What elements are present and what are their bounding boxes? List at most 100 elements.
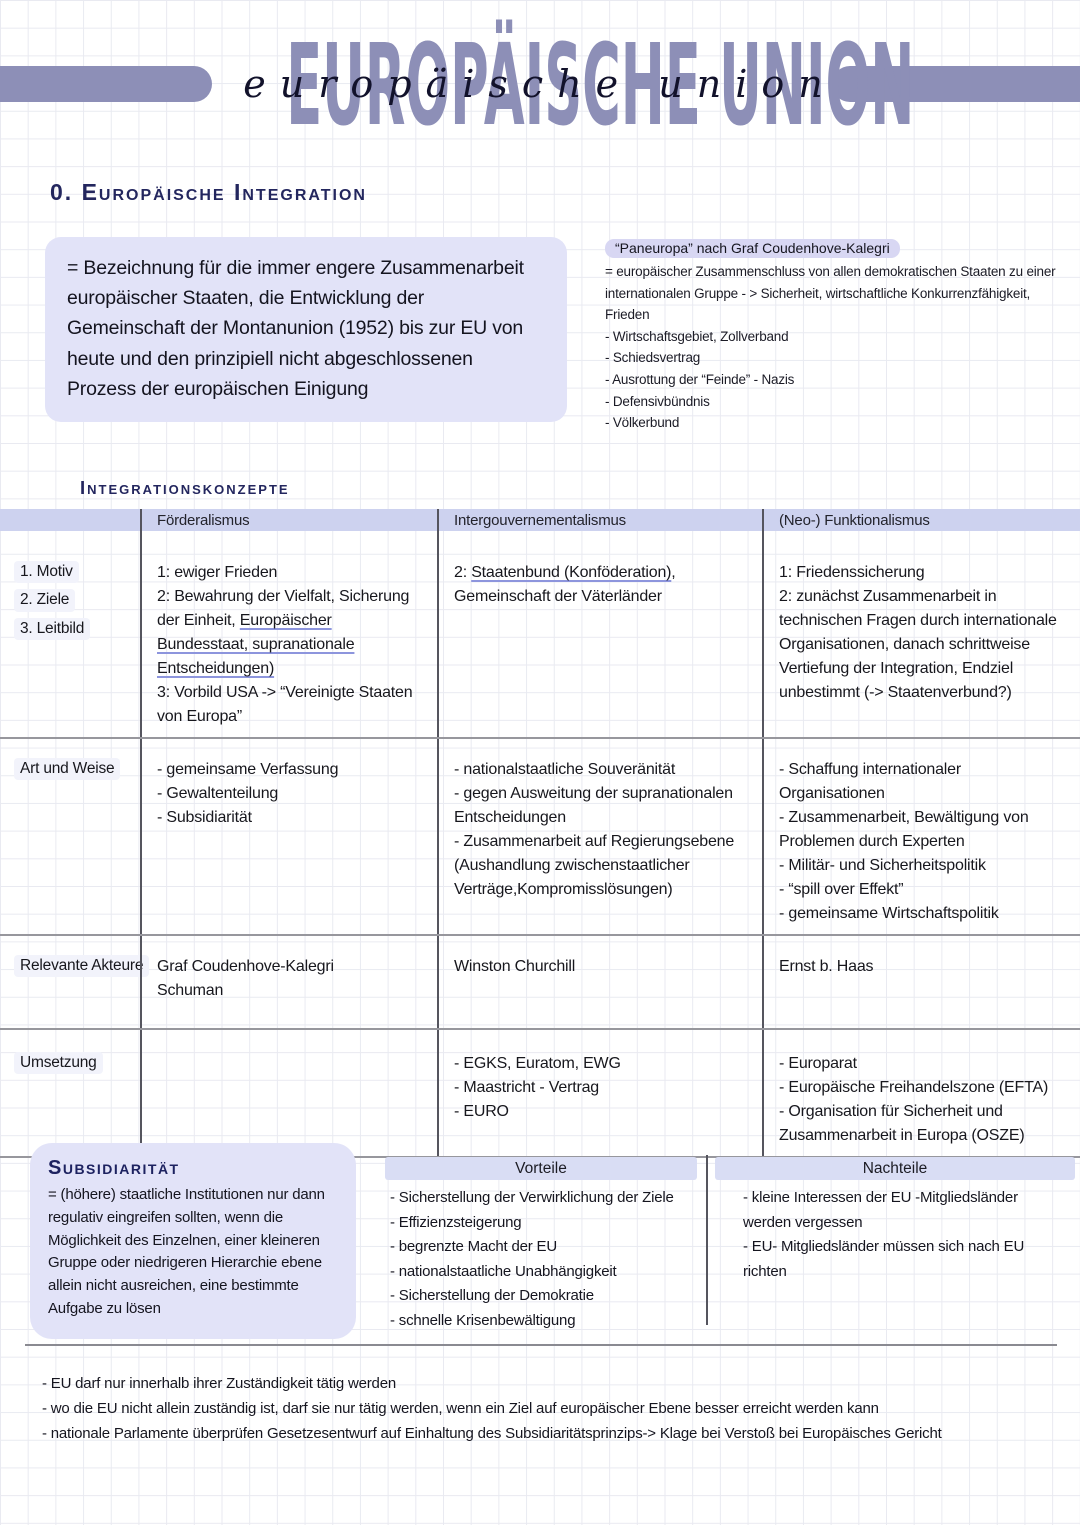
row-label-cell: 1. Motiv 2. Ziele 3. Leitbild	[0, 531, 140, 737]
cell-text: Schuman	[157, 982, 224, 999]
cell-text: - Schaffung internationaler Organisation…	[779, 761, 961, 802]
list-item: - Effizienzsteigerung	[390, 1213, 522, 1231]
cell-paragraph: Graf Coudenhove-Kalegri	[157, 955, 423, 979]
table-cell: - Schaffung internationaler Organisation…	[762, 739, 1080, 934]
row-label: 3. Leitbild	[14, 617, 91, 641]
list-item: - EU- Mitgliedsländer müssen sich nach E…	[743, 1238, 1025, 1280]
list-item: = europäischer Zusammenschluss von allen…	[605, 264, 1056, 323]
cell-paragraph: - Organisation für Sicherheit und Zusamm…	[779, 1100, 1066, 1148]
list-item: - nationalstaatliche Unabhängigkeit	[390, 1262, 617, 1280]
cell-text: - “spill over Effekt”	[779, 881, 904, 898]
table-cell: Ernst b. Haas	[762, 936, 1080, 1028]
paneuropa-note-lines: = europäischer Zusammenschluss von allen…	[605, 261, 1075, 434]
subsidiarity-heading: Subsidiarität	[48, 1157, 180, 1179]
row-label: Relevante Akteure	[14, 955, 150, 978]
cell-text: Europäischer Bundesstaat, supranationale…	[157, 612, 355, 677]
cell-text: Staatenbund (Konföderation)	[471, 564, 672, 581]
table-header-empty-cell	[0, 509, 140, 531]
table-column-header: (Neo-) Funktionalismus	[762, 509, 1080, 531]
cell-paragraph: 1: Friedenssicherung	[779, 561, 1066, 585]
table-cell: - EGKS, Euratom, EWG - Maastricht - Vertr…	[437, 1030, 762, 1156]
list-item: - Defensivbündnis	[605, 393, 710, 409]
cell-text: 1: ewiger Frieden	[157, 564, 278, 581]
row-label-cell: Relevante Akteure	[0, 936, 150, 1028]
cons-list: - kleine Interessen der EU -Mitgliedslän…	[743, 1186, 1055, 1284]
pros-list: - Sicherstellung der Verwirklichung der …	[390, 1186, 710, 1334]
cell-text: - Zusammenarbeit auf Regierungsebene (Au…	[454, 833, 735, 898]
cell-paragraph: - EURO	[454, 1100, 748, 1124]
row-label: Umsetzung	[14, 1052, 103, 1075]
pros-heading: Vorteile	[385, 1157, 697, 1180]
cell-paragraph: Winston Churchill	[454, 955, 748, 979]
page-title-script-overlay: europäische union	[243, 62, 837, 106]
cell-paragraph: - gemeinsame Wirtschaftspolitik	[779, 902, 1066, 926]
cell-paragraph: Schuman	[157, 979, 423, 1003]
cell-text: - nationalstaatliche Souveränität	[454, 761, 676, 778]
table-row: Art und Weise - gemeinsame Verfassung - Ge…	[0, 739, 1080, 936]
row-label: 2. Ziele	[14, 589, 76, 612]
table-cell: - nationalstaatliche Souveränität - gegen…	[437, 739, 762, 934]
cell-text: - EURO	[454, 1103, 509, 1120]
row-label: 1. Motiv	[14, 561, 79, 584]
cell-paragraph: - Militär- und Sicherheitspolitik	[779, 854, 1066, 878]
list-item: - Ausrottung der “Feinde” - Nazis	[605, 371, 795, 387]
table-column-header: Förderalismus	[140, 509, 437, 531]
cell-paragraph: - Europäische Freihandelszone (EFTA)	[779, 1076, 1066, 1100]
footnote-divider-line	[25, 1344, 1057, 1346]
section-heading: 0. Europäische Integration	[50, 179, 367, 205]
table-row: 1. Motiv 2. Ziele 3. Leitbild 1: ewiger Fri…	[0, 531, 1080, 739]
list-item: - EU darf nur innerhalb ihrer Zuständigk…	[42, 1375, 396, 1392]
table-cell: 1: ewiger Frieden 2: Bewahrung der Vielfa…	[140, 531, 437, 737]
cell-text: - Europarat	[779, 1055, 857, 1072]
subsidiarity-box: Subsidiarität = (höhere) staatliche Inst…	[30, 1143, 356, 1339]
title-decoration-bar-right	[832, 66, 1080, 102]
cell-text: - gemeinsame Wirtschaftspolitik	[779, 905, 999, 922]
row-label-cell: Umsetzung	[0, 1030, 140, 1156]
table-column-header: Intergouvernementalismus	[437, 509, 762, 531]
concepts-table: Förderalismus Intergouvernementalismus (Ne…	[0, 509, 1080, 1158]
list-item: - Sicherstellung der Verwirklichung der …	[390, 1189, 674, 1206]
cell-paragraph: - Gewaltenteilung	[157, 782, 423, 806]
paneuropa-note: “Paneuropa” nach Graf Coudenhove-Kalegri…	[605, 239, 1075, 434]
cell-text: 1: Friedenssicherung	[779, 564, 925, 581]
row-label-cell: Art und Weise	[0, 739, 140, 934]
cell-text: - Gewaltenteilung	[157, 785, 279, 802]
cell-text: Ernst b. Haas	[779, 958, 874, 975]
cell-text: - Militär- und Sicherheitspolitik	[779, 857, 986, 874]
cell-text: , Gemeinschaft der Väterländer	[454, 564, 676, 605]
cell-text: - Zusammenarbeit, Bewältigung von Proble…	[779, 809, 1029, 850]
cell-paragraph: 2: Bewahrung der Vielfalt, Sicherung der…	[157, 585, 423, 681]
cell-text: - Europäische Freihandelszone (EFTA)	[779, 1079, 1049, 1096]
table-cell: - gemeinsame Verfassung - Gewaltenteilung…	[140, 739, 437, 934]
cell-paragraph: - Schaffung internationaler Organisation…	[779, 758, 1066, 806]
concepts-heading: Integrationskonzepte	[80, 477, 290, 498]
list-item: - Sicherstellung der Demokratie	[390, 1287, 594, 1305]
list-item: - Schiedsvertrag	[605, 350, 701, 366]
cell-text: - Organisation für Sicherheit und Zusamm…	[779, 1103, 1025, 1144]
footnotes: - EU darf nur innerhalb ihrer Zuständigk…	[42, 1371, 1058, 1447]
cell-paragraph: 2: Staatenbund (Konföderation), Gemeinsc…	[454, 561, 748, 609]
cell-paragraph: - gegen Ausweitung der supranationalen E…	[454, 782, 748, 830]
cell-paragraph: 1: ewiger Frieden	[157, 561, 423, 585]
cell-paragraph: - Zusammenarbeit auf Regierungsebene (Au…	[454, 830, 748, 902]
cell-text: 2: zunächst Zusammenarbeit in technische…	[779, 588, 1057, 701]
table-header-row: Förderalismus Intergouvernementalismus (Ne…	[0, 509, 1080, 531]
cell-text: Graf Coudenhove-Kalegri	[157, 958, 334, 975]
table-row: Umsetzung - EGKS, Euratom, EWG - Maastrich…	[0, 1030, 1080, 1158]
cell-text: 2: Bewahrung der Vielfalt, Sicherung der…	[157, 588, 410, 629]
table-row: Relevante Akteure Graf Coudenhove-Kalegri…	[0, 936, 1080, 1030]
cell-text: Winston Churchill	[454, 958, 576, 975]
cell-paragraph: - “spill over Effekt”	[779, 878, 1066, 902]
cell-paragraph: - Maastricht - Vertrag	[454, 1076, 748, 1100]
table-cell: 2: Staatenbund (Konföderation), Gemeinsc…	[437, 531, 762, 737]
cell-paragraph: Ernst b. Haas	[779, 955, 1066, 979]
list-item: - schnelle Krisenbewältigung	[390, 1311, 576, 1329]
list-item: - kleine Interessen der EU -Mitgliedslän…	[743, 1189, 1018, 1231]
cell-text: - Maastricht - Vertrag	[454, 1079, 599, 1096]
list-item: - wo die EU nicht allein zuständig ist, …	[42, 1400, 879, 1418]
cell-text: 3: Vorbild USA -> “Vereinigte Staaten vo…	[157, 684, 413, 725]
table-cell: 1: Friedenssicherung 2: zunächst Zusammen…	[762, 531, 1080, 737]
list-item: - Völkerbund	[605, 415, 680, 431]
cell-paragraph: - nationalstaatliche Souveränität	[454, 758, 748, 782]
